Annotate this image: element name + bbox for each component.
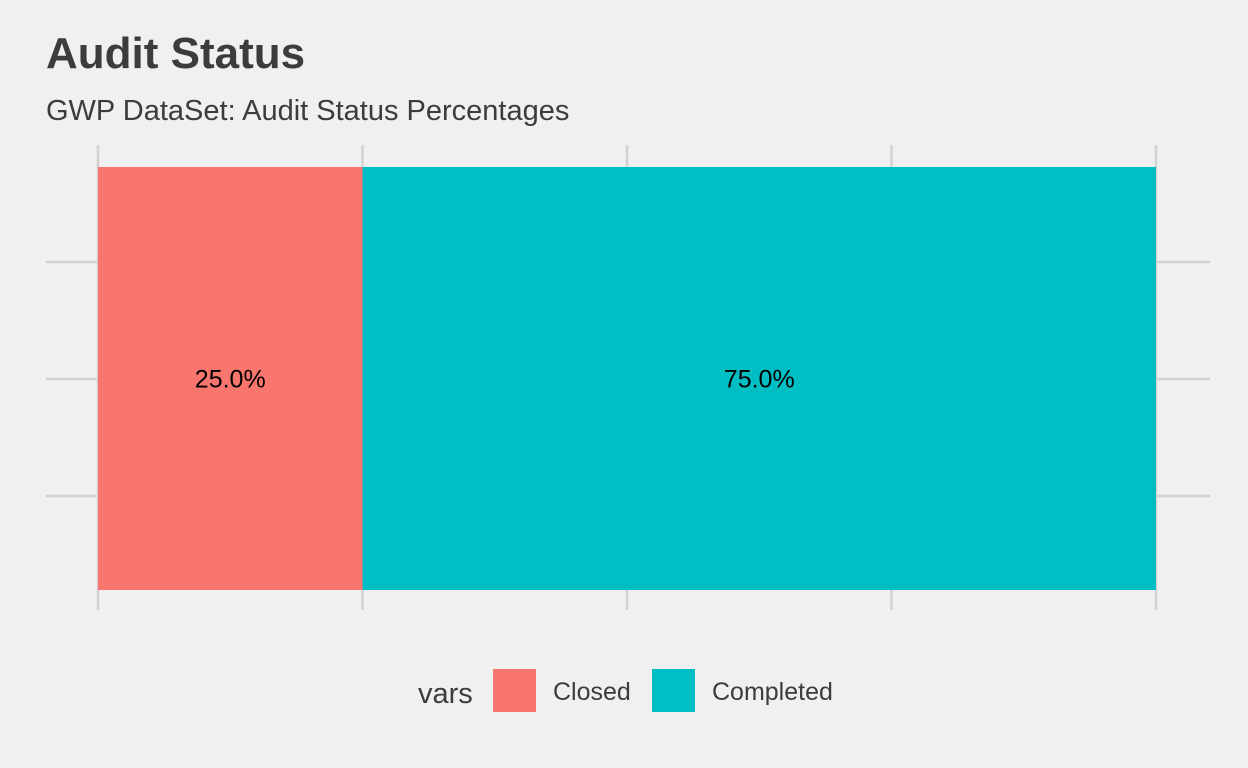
legend-key-closed	[493, 669, 536, 712]
legend-title: vars	[418, 678, 473, 710]
legend-key-completed	[652, 669, 695, 712]
bar-closed	[98, 167, 363, 590]
bar-group	[98, 167, 1156, 590]
data-label-completed: 75.0%	[724, 366, 795, 394]
data-labels: 25.0% 75.0%	[195, 366, 795, 394]
legend-label-closed: Closed	[553, 678, 631, 706]
data-label-closed: 25.0%	[195, 366, 266, 394]
chart-subtitle: GWP DataSet: Audit Status Percentages	[46, 95, 570, 127]
legend: vars Closed Completed	[418, 669, 833, 712]
chart-title: Audit Status	[46, 29, 306, 78]
bar-completed	[362, 167, 1156, 590]
legend-label-completed: Completed	[712, 678, 833, 706]
